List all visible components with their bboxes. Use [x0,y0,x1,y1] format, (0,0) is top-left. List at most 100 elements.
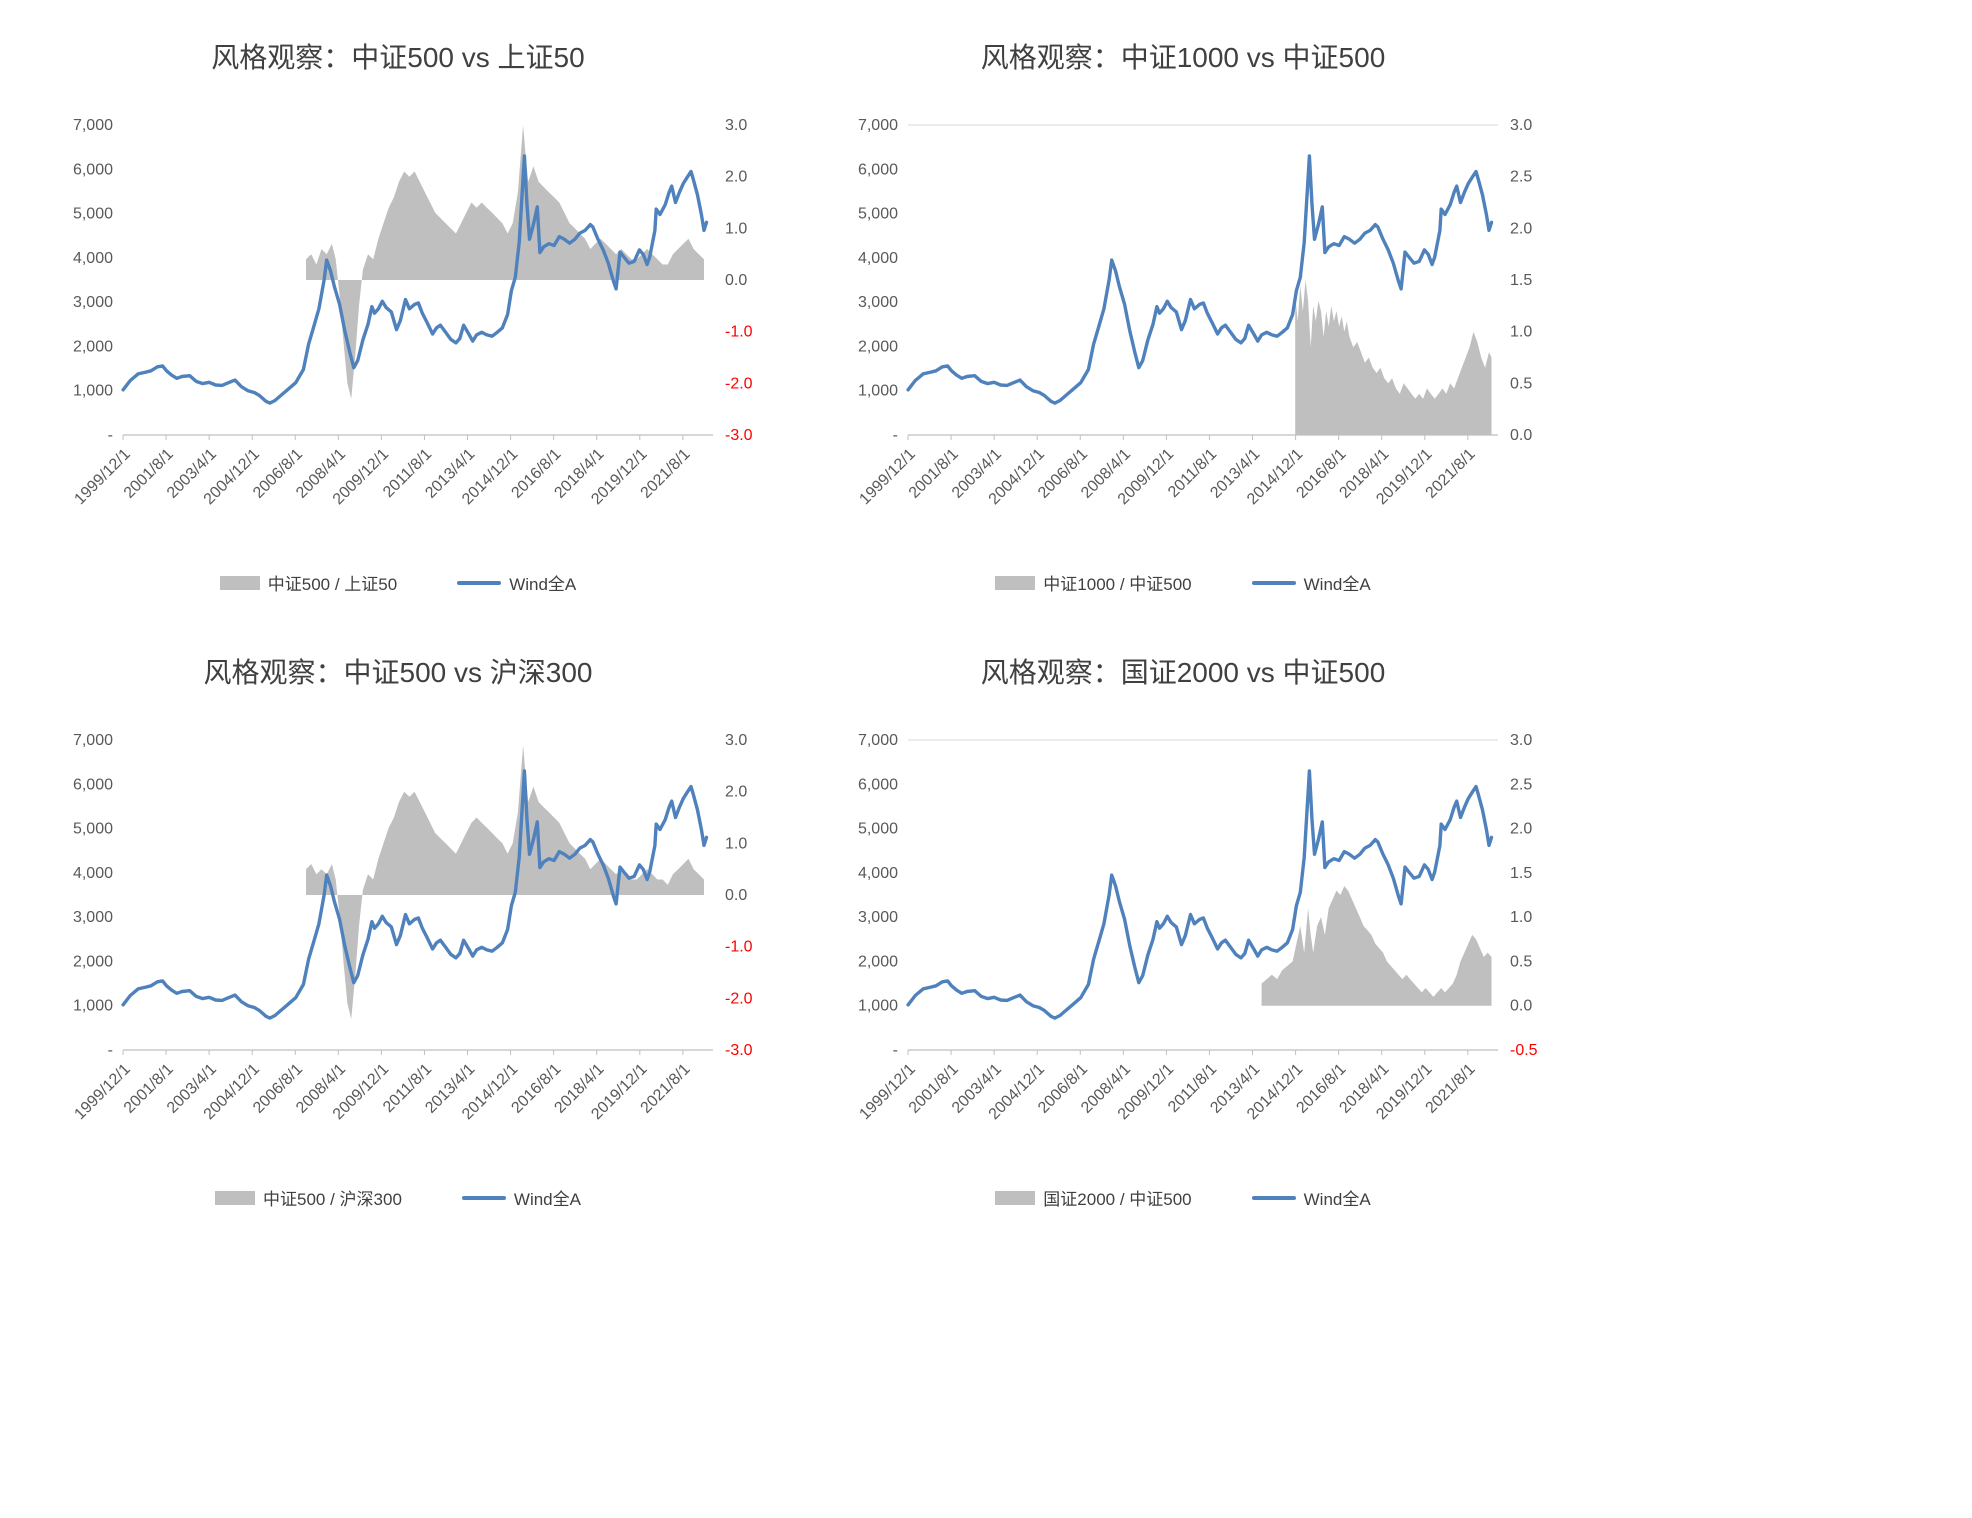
svg-text:-3.0: -3.0 [725,427,753,444]
svg-text:1,000: 1,000 [858,383,898,400]
svg-text:1,000: 1,000 [73,998,113,1015]
svg-text:-0.5: -0.5 [1510,1042,1538,1059]
line-swatch-icon [457,580,502,585]
svg-text:2,000: 2,000 [73,338,113,355]
chart-panel-csi1000-vs-csi500: 风格观察：中证1000 vs 中证500 1999/12/1 2001/8/1 20… [785,10,1570,625]
svg-text:1.0: 1.0 [725,220,747,237]
svg-text:7,000: 7,000 [858,732,898,749]
svg-text:-2.0: -2.0 [725,990,753,1007]
svg-text:1.5: 1.5 [1510,272,1532,289]
svg-text:1,000: 1,000 [73,383,113,400]
chart-legend: 中证500 / 沪深300 Wind全A [28,1185,768,1210]
svg-text:2,000: 2,000 [73,953,113,970]
svg-text:5,000: 5,000 [73,821,113,838]
chart-title: 风格观察：中证500 vs 沪深300 [203,657,593,688]
svg-text:6,000: 6,000 [73,776,113,793]
svg-text:0.5: 0.5 [1510,953,1532,970]
svg-text:2.0: 2.0 [1510,220,1532,237]
line-swatch-icon [1251,1195,1296,1200]
legend-line-label: Wind全A [1303,1190,1371,1209]
legend-item-area: 国证2000 / 中证500 [995,1185,1192,1210]
svg-text:1.0: 1.0 [1510,324,1532,341]
svg-text:4,000: 4,000 [73,865,113,882]
svg-text:2.0: 2.0 [725,784,747,801]
svg-text:-: - [108,427,113,444]
area-swatch-icon [215,1190,255,1205]
svg-text:2,000: 2,000 [858,953,898,970]
svg-text:3.0: 3.0 [1510,117,1532,134]
svg-text:7,000: 7,000 [73,732,113,749]
legend-area-label: 中证500 / 沪深300 [263,1190,402,1209]
svg-text:-: - [893,1042,898,1059]
area-swatch-icon [995,1190,1036,1205]
legend-line-label: Wind全A [509,575,577,594]
svg-text:5,000: 5,000 [858,821,898,838]
svg-text:1999/12/1: 1999/12/1 [856,446,918,508]
legend-area-label: 国证2000 / 中证500 [1043,1190,1192,1209]
line-swatch-icon [1251,580,1296,585]
svg-text:7,000: 7,000 [73,117,113,134]
legend-item-area: 中证500 / 沪深300 [215,1185,402,1210]
chart-title: 风格观察：中证1000 vs 中证500 [980,42,1386,73]
svg-text:1999/12/1: 1999/12/1 [71,1061,133,1123]
legend-item-line: Wind全A [1251,570,1371,595]
svg-text:0.5: 0.5 [1510,375,1532,392]
svg-text:1999/12/1: 1999/12/1 [856,1061,918,1123]
svg-text:2.0: 2.0 [725,169,747,186]
chart-legend: 中证1000 / 中证500 Wind全A [813,570,1553,595]
style-observation-figure: 风格观察：中证500 vs 上证50 1999/12/1 2001/8/1 2003… [0,10,1590,1240]
svg-text:1.0: 1.0 [725,835,747,852]
legend-item-line: Wind全A [457,570,576,595]
chart-title: 风格观察：中证500 vs 上证50 [211,42,585,73]
svg-text:3.0: 3.0 [725,732,747,749]
svg-text:4,000: 4,000 [858,865,898,882]
chart-grid: 风格观察：中证500 vs 上证50 1999/12/1 2001/8/1 2003… [0,10,1590,1240]
chart-panel-cni2000-vs-csi500: 风格观察：国证2000 vs 中证500 1999/12/1 2001/8/1 20… [785,625,1570,1240]
chart-plot: 1999/12/12001/8/12003/4/12004/12/12006/8… [71,117,753,508]
legend-area-label: 中证1000 / 中证500 [1043,575,1192,594]
svg-text:0.0: 0.0 [1510,998,1532,1015]
svg-text:3.0: 3.0 [725,117,747,134]
svg-text:6,000: 6,000 [73,161,113,178]
legend-item-area: 中证1000 / 中证500 [995,570,1192,595]
legend-item-line: Wind全A [461,1185,581,1210]
svg-text:3,000: 3,000 [858,294,898,311]
svg-text:6,000: 6,000 [858,161,898,178]
legend-area-label: 中证500 / 上证50 [267,575,398,594]
svg-text:1.0: 1.0 [1510,909,1532,926]
legend-line-label: Wind全A [513,1190,581,1209]
svg-text:5,000: 5,000 [73,206,113,223]
chart-legend: 国证2000 / 中证500 Wind全A [813,1185,1553,1210]
svg-text:0.0: 0.0 [1510,427,1532,444]
area-swatch-icon [219,575,260,590]
svg-text:2.5: 2.5 [1510,776,1532,793]
svg-text:1,000: 1,000 [858,998,898,1015]
legend-item-line: Wind全A [1251,1185,1371,1210]
svg-text:-1.0: -1.0 [725,324,753,341]
legend-item-area: 中证500 / 上证50 [219,570,398,595]
svg-text:-1.0: -1.0 [725,939,753,956]
svg-text:4,000: 4,000 [858,250,898,267]
svg-text:1.5: 1.5 [1510,865,1532,882]
svg-text:0.0: 0.0 [725,887,747,904]
chart-plot: 1999/12/12001/8/12003/4/12004/12/12006/8… [71,732,753,1123]
svg-text:3,000: 3,000 [73,294,113,311]
chart-plot: 1999/12/12001/8/12003/4/12004/12/12006/8… [856,732,1538,1123]
chart-legend: 中证500 / 上证50 Wind全A [28,570,768,595]
chart-panel-csi500-vs-sse50: 风格观察：中证500 vs 上证50 1999/12/1 2001/8/1 2003… [0,10,785,625]
svg-text:1999/12/1: 1999/12/1 [71,446,133,508]
chart-panel-csi500-vs-hs300: 风格观察：中证500 vs 沪深300 1999/12/1 2001/8/1 200… [0,625,785,1240]
svg-text:5,000: 5,000 [858,206,898,223]
area-swatch-icon [995,575,1036,590]
svg-text:7,000: 7,000 [858,117,898,134]
svg-text:-3.0: -3.0 [725,1042,753,1059]
svg-text:-: - [108,1042,113,1059]
svg-text:2.5: 2.5 [1510,169,1532,186]
svg-text:-2.0: -2.0 [725,375,753,392]
svg-text:6,000: 6,000 [858,776,898,793]
chart-title: 风格观察：国证2000 vs 中证500 [980,657,1386,688]
svg-text:-: - [893,427,898,444]
legend-line-label: Wind全A [1303,575,1371,594]
svg-text:2,000: 2,000 [858,338,898,355]
svg-text:3,000: 3,000 [858,909,898,926]
